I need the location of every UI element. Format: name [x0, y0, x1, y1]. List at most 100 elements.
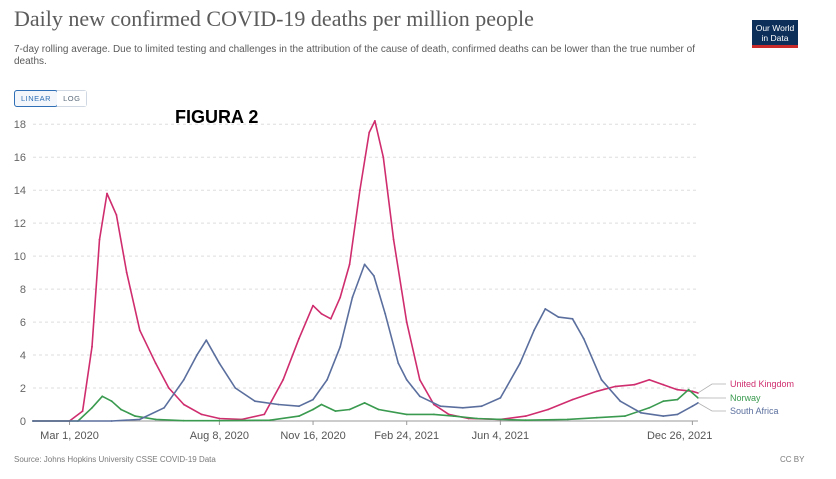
y-tick-label: 0 [20, 416, 26, 428]
data-point [205, 339, 208, 342]
y-tick-label: 12 [14, 218, 26, 230]
data-point [101, 395, 104, 398]
grid-lines [33, 123, 698, 422]
data-point [595, 416, 598, 419]
series-line-united-kingdom[interactable] [33, 120, 699, 422]
data-point [676, 413, 679, 416]
data-point [662, 400, 665, 403]
data-point [32, 420, 34, 422]
data-point [298, 415, 300, 417]
data-point [676, 388, 679, 391]
data-point [499, 418, 502, 421]
data-point [91, 345, 93, 348]
data-point [392, 238, 395, 241]
scale-toggle: LINEAR LOG [14, 90, 88, 107]
data-point [433, 413, 435, 416]
data-point [640, 411, 642, 414]
data-point [697, 397, 699, 399]
data-point [182, 378, 185, 381]
data-point [624, 415, 626, 417]
data-point [691, 405, 694, 408]
data-point [269, 419, 271, 422]
data-point [334, 410, 337, 412]
data-point [619, 400, 622, 403]
data-point [405, 413, 408, 416]
source-note[interactable]: Source: Johns Hopkins University CSSE CO… [14, 455, 216, 464]
data-point [263, 413, 266, 416]
y-tick-label: 2 [20, 383, 26, 395]
data-point [138, 329, 141, 332]
legend-label-south-africa[interactable]: South Africa [730, 406, 779, 416]
data-point [480, 405, 483, 408]
data-point [138, 418, 141, 421]
data-point [200, 413, 203, 416]
data-point [348, 408, 351, 411]
data-point [544, 308, 547, 310]
data-point [154, 418, 157, 421]
figure-annotation: FIGURA 2 [175, 107, 259, 127]
series-lines [32, 120, 699, 422]
data-point [662, 383, 665, 386]
data-point [218, 419, 221, 422]
data-point [218, 362, 221, 365]
data-point [115, 214, 118, 216]
data-point [312, 398, 314, 401]
data-point [566, 418, 569, 421]
log-scale-button[interactable]: LOG [57, 91, 87, 106]
legend-label-norway[interactable]: Norway [730, 393, 761, 403]
data-point [298, 405, 300, 408]
data-point [571, 398, 574, 401]
data-point [320, 403, 323, 406]
data-point [254, 400, 256, 403]
data-point [339, 296, 342, 299]
legend-connector [697, 402, 726, 412]
series-south-africa[interactable] [32, 263, 699, 422]
data-point [98, 238, 101, 241]
data-point [547, 408, 549, 411]
data-point [320, 312, 323, 315]
series-united-kingdom[interactable] [32, 120, 699, 422]
series-line-norway[interactable] [33, 388, 699, 422]
data-point [110, 400, 113, 403]
data-point [359, 189, 361, 192]
data-point [154, 362, 157, 365]
y-tick-label: 4 [20, 350, 26, 362]
x-tick-label: Mar 1, 2020 [40, 430, 99, 442]
legend-label-united-kingdom[interactable]: United Kingdom [730, 379, 794, 389]
data-point [282, 378, 284, 381]
data-point [519, 362, 521, 365]
data-point [106, 192, 108, 195]
data-point [377, 408, 380, 411]
data-point [374, 120, 376, 122]
license-note[interactable]: CC BY [780, 455, 805, 464]
data-point [298, 337, 300, 340]
legend-connector [697, 383, 726, 394]
series-norway[interactable] [32, 388, 699, 422]
x-tick-label: Aug 8, 2020 [190, 430, 249, 442]
data-point [373, 275, 375, 277]
owid-logo[interactable]: Our World in Data [752, 20, 798, 48]
chart-title: Daily new confirmed COVID-19 deaths per … [14, 6, 534, 31]
data-point [182, 403, 185, 406]
data-point [218, 417, 221, 420]
x-tick-label: Jun 4, 2021 [472, 430, 530, 442]
data-point [384, 312, 387, 315]
x-tick-label: Dec 26, 2021 [647, 430, 712, 442]
x-axis-ticks: Mar 1, 2020 Aug 8, 2020 Nov 16, 2020 Feb 24… [40, 421, 712, 442]
y-tick-label: 6 [20, 317, 26, 329]
data-point [582, 337, 585, 340]
data-point [524, 415, 527, 417]
logo-line-2: in Data [761, 33, 789, 43]
data-point [182, 419, 185, 422]
data-point [676, 398, 679, 401]
data-point [595, 390, 598, 393]
data-point [462, 406, 464, 409]
x-tick-label: Feb 24, 2021 [374, 430, 439, 442]
data-point [81, 410, 84, 412]
series-line-south-africa[interactable] [33, 263, 699, 422]
legend: United Kingdom Norway South Africa [697, 379, 794, 416]
data-point [533, 329, 535, 332]
data-point [648, 378, 651, 381]
data-point [363, 402, 366, 404]
data-point [405, 378, 408, 381]
